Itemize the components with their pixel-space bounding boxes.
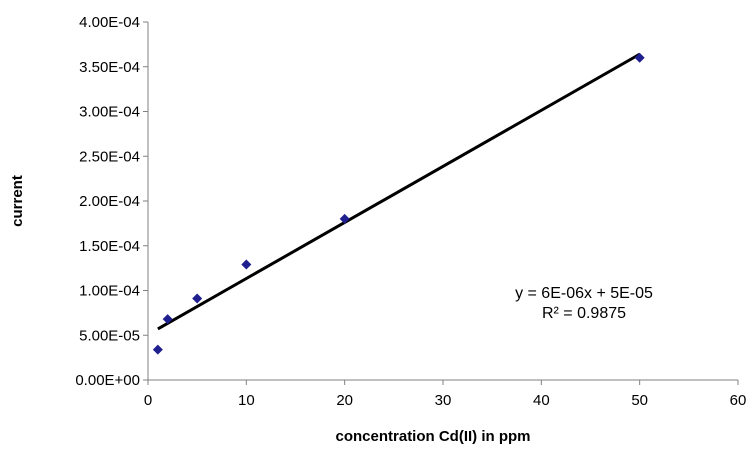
y-tick-label: 2.50E-04 <box>79 148 140 165</box>
x-tick-label: 0 <box>144 392 152 409</box>
r-squared-annotation: R² = 0.9875 <box>542 305 626 322</box>
x-axis-title: concentration Cd(II) in ppm <box>336 428 531 445</box>
data-point <box>152 344 163 355</box>
data-point <box>634 52 645 63</box>
y-tick-label: 4.00E-04 <box>79 14 140 31</box>
y-tick-label: 0.00E+00 <box>75 372 140 389</box>
x-tick-label: 50 <box>631 392 648 409</box>
y-tick-label: 3.00E-04 <box>79 104 140 121</box>
data-point <box>192 293 203 304</box>
y-tick-label: 1.50E-04 <box>79 238 140 255</box>
data-points <box>152 52 645 355</box>
trendline <box>157 52 641 331</box>
x-tick-label: 30 <box>435 392 452 409</box>
y-tick-label: 3.50E-04 <box>79 59 140 76</box>
y-tick-label: 1.00E-04 <box>79 283 140 300</box>
x-tick-label: 10 <box>238 392 255 409</box>
x-axis-ticks: 0 10 20 30 40 50 60 <box>144 380 747 409</box>
y-tick-label: 5.00E-05 <box>79 327 140 344</box>
data-point <box>241 259 252 270</box>
y-axis-title: current <box>9 175 26 227</box>
x-tick-label: 20 <box>336 392 353 409</box>
y-axis-ticks: 0.00E+00 5.00E-05 1.00E-04 1.50E-04 2.00E-04… <box>75 14 148 389</box>
y-tick-label: 2.00E-04 <box>79 193 140 210</box>
data-point <box>162 314 173 325</box>
x-tick-label: 40 <box>533 392 550 409</box>
equation-annotation: y = 6E-06x + 5E-05 <box>515 285 653 302</box>
data-point <box>339 213 350 224</box>
x-tick-label: 60 <box>730 392 747 409</box>
